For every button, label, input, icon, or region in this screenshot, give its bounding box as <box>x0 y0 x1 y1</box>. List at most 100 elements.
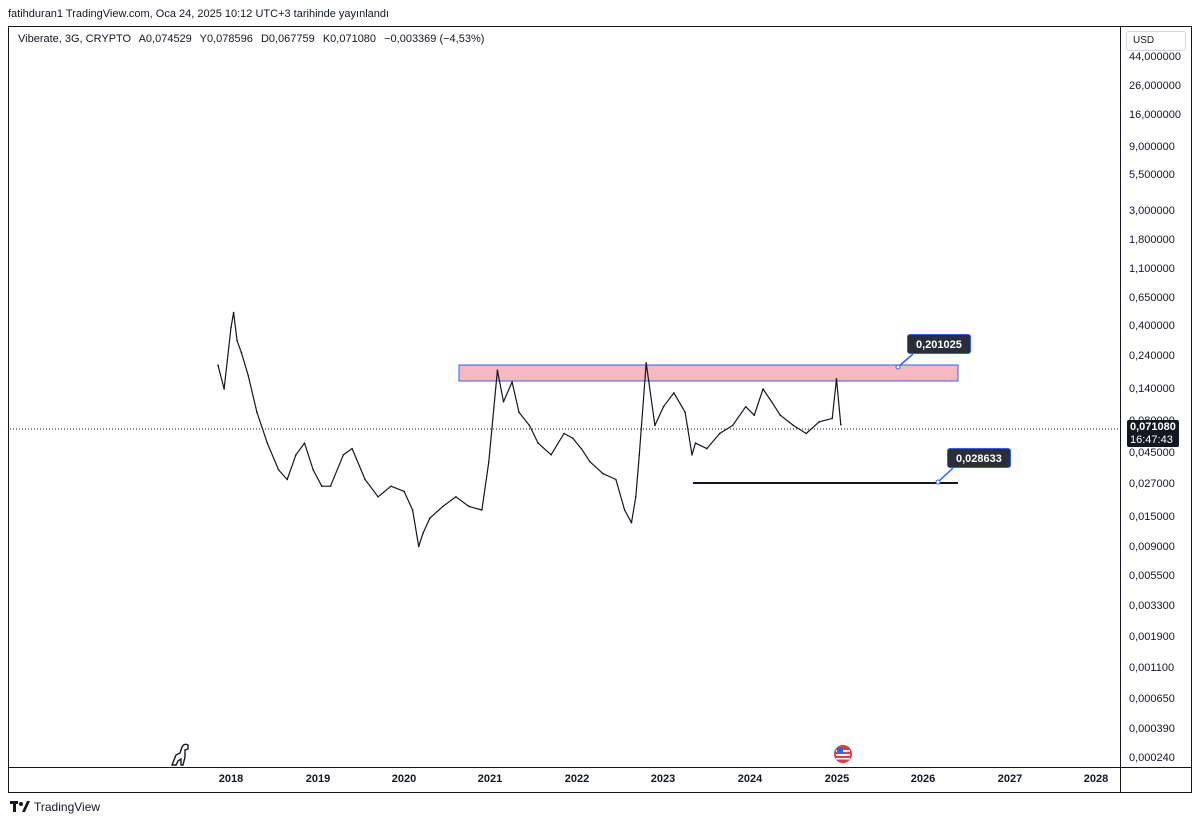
price-point <box>550 454 552 456</box>
price-point <box>240 351 243 354</box>
price-point <box>673 392 675 394</box>
time-tick: 2024 <box>737 773 763 785</box>
time-tick: 2023 <box>650 773 676 785</box>
price-point <box>645 362 647 364</box>
price-point <box>351 447 353 450</box>
price-tick: 0,650000 <box>1129 292 1175 304</box>
time-tick: 2020 <box>391 773 417 785</box>
price-point <box>691 454 693 456</box>
chart-frame <box>8 26 1192 793</box>
price-point <box>589 461 591 463</box>
price-point <box>792 424 795 427</box>
price-point <box>481 509 483 511</box>
price-point <box>706 447 708 450</box>
time-tick: 2022 <box>564 773 590 785</box>
price-point <box>630 521 633 524</box>
resistance-callout-connector <box>897 353 914 368</box>
price-point <box>266 442 269 444</box>
price-point <box>411 509 414 511</box>
price-point <box>496 369 499 372</box>
price-tick: 0,009000 <box>1129 541 1175 553</box>
price-tick: 0,000650 <box>1129 693 1175 705</box>
price-point <box>329 485 332 488</box>
price-axis-divider <box>1120 26 1121 793</box>
price-point <box>694 442 697 444</box>
price-point <box>684 411 686 414</box>
price-tick: 0,000390 <box>1129 723 1175 735</box>
price-point <box>286 478 289 481</box>
price-point <box>511 381 513 383</box>
price-tick: 0,140000 <box>1129 383 1175 395</box>
price-point <box>390 485 392 488</box>
price-tick: 0,400000 <box>1129 320 1175 332</box>
price-tick: 26,000000 <box>1129 80 1181 92</box>
tradingview-logo-icon <box>10 801 30 812</box>
price-point <box>295 454 297 456</box>
price-point <box>571 437 574 439</box>
price-point <box>455 496 457 498</box>
last-price-value: 0,071080 <box>1130 421 1176 433</box>
price-tick: 0,027000 <box>1129 478 1175 490</box>
price-tick: 0,045000 <box>1129 447 1175 459</box>
price-point <box>615 478 617 481</box>
price-point <box>718 432 721 435</box>
open-value: A0,074529 <box>138 33 192 45</box>
price-point <box>247 375 250 377</box>
high-value: Y0,078596 <box>199 33 253 45</box>
price-tick: 0,240000 <box>1129 350 1175 362</box>
support-callout-anchor <box>935 479 941 485</box>
price-point <box>580 447 583 450</box>
time-tick: 2025 <box>824 773 850 785</box>
price-series <box>217 311 842 548</box>
resistance-callout[interactable]: 0,201025 <box>907 334 971 354</box>
price-tick: 5,500000 <box>1129 169 1175 181</box>
price-point <box>762 388 764 390</box>
symbol-label[interactable]: Viberate, 3G, CRYPTO <box>18 33 132 45</box>
price-point <box>403 490 405 493</box>
publish-header: fatihduran1 TradingView.com, Oca 24, 202… <box>8 8 390 20</box>
price-tick: 0,001900 <box>1129 631 1175 643</box>
close-value: K0,071080 <box>322 33 377 45</box>
price-tick: 0,001100 <box>1129 662 1175 674</box>
price-tick: 0,003300 <box>1129 600 1175 612</box>
dino-icon <box>170 743 189 766</box>
price-point <box>442 505 444 508</box>
price-point <box>429 517 431 519</box>
price-tick: 0,000240 <box>1129 752 1175 764</box>
price-point <box>377 496 379 498</box>
price-tick: 0,015000 <box>1129 511 1175 523</box>
price-point <box>417 545 420 548</box>
us-flag-icon[interactable] <box>834 745 852 763</box>
price-point <box>422 532 424 534</box>
time-tick: 2028 <box>1083 773 1109 785</box>
price-tick: 44,000000 <box>1129 51 1181 63</box>
resistance-zone[interactable] <box>458 364 959 382</box>
price-point <box>528 424 531 427</box>
price-point <box>468 505 470 508</box>
price-point <box>518 411 520 414</box>
price-point <box>840 423 842 426</box>
tradingview-brand: TradingView <box>34 800 101 814</box>
price-point <box>321 485 323 488</box>
price-point <box>230 326 232 329</box>
change-value: −0,003369 (−4,53%) <box>384 33 485 45</box>
last-price-tag: 0,071080 16:47:43 <box>1127 420 1179 447</box>
time-tick: 2018 <box>218 773 244 785</box>
price-point <box>731 424 734 427</box>
price-point <box>831 417 833 420</box>
time-tick: 2026 <box>910 773 936 785</box>
time-tick: 2027 <box>997 773 1023 785</box>
tradingview-footer[interactable]: TradingView <box>10 800 100 814</box>
support-callout[interactable]: 0,028633 <box>947 448 1011 468</box>
price-point <box>744 405 747 408</box>
price-point <box>256 411 258 414</box>
price-tick: 9,000000 <box>1129 141 1175 153</box>
price-point <box>232 311 235 314</box>
currency-button[interactable]: USD <box>1126 31 1186 51</box>
price-point <box>364 478 366 481</box>
price-point <box>217 364 219 367</box>
price-point <box>654 424 656 427</box>
price-point <box>835 378 838 380</box>
price-point <box>303 442 306 444</box>
